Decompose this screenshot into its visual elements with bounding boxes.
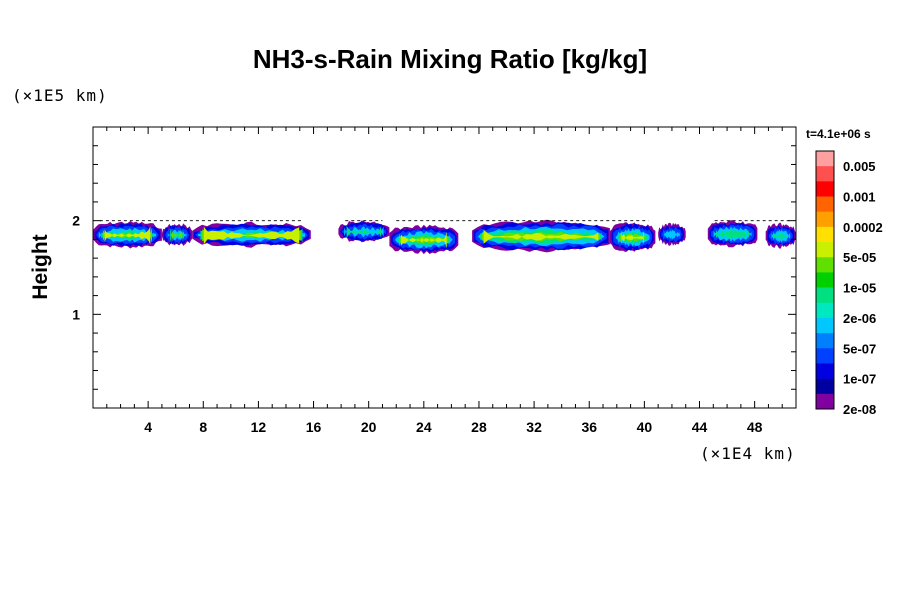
colorbar-label: 0.0002 <box>843 220 883 235</box>
plot-frame <box>92 126 797 409</box>
colorbar-swatch <box>816 302 834 319</box>
chart-title: NH3-s-Rain Mixing Ratio [kg/kg] <box>252 44 648 74</box>
colorbar-label: 0.005 <box>843 159 876 174</box>
x-tick-label: 24 <box>416 419 432 435</box>
x-tick-label: 36 <box>581 419 597 435</box>
colorbar-frame <box>815 150 835 410</box>
colorbar-swatch <box>816 166 834 182</box>
x-tick-label: 20 <box>361 419 377 435</box>
time-label: t=4.1e+06 s <box>806 127 871 141</box>
colorbar-label: 5e-05 <box>843 250 876 265</box>
mixing-ratio-field <box>93 219 796 255</box>
colorbar-label: 2e-06 <box>843 311 876 326</box>
colorbar-swatch <box>816 317 834 334</box>
x-tick-label: 16 <box>306 419 322 435</box>
colorbar-swatch <box>816 287 834 304</box>
x-tick-label: 8 <box>199 419 207 435</box>
field-contour <box>483 229 599 244</box>
field-contour <box>104 226 151 245</box>
field-contour <box>716 229 750 240</box>
field-contour <box>621 230 644 246</box>
field-contour <box>346 225 382 239</box>
colorbar-swatch <box>816 363 834 379</box>
colorbar-swatch <box>816 393 834 410</box>
colorbar: 0.005 0.001 0.0002 5e-05 1e-05 2e-06 5e-07 1e-0… <box>815 150 883 417</box>
field-contour <box>663 229 680 240</box>
field-contour <box>171 226 183 245</box>
colorbar-swatch <box>816 181 834 197</box>
x-tick-label: 40 <box>637 419 653 435</box>
colorbar-label: 1e-07 <box>843 372 876 387</box>
y-tick-label: 1 <box>72 306 80 322</box>
y-axis-unit: (×1E5 km) <box>12 86 108 105</box>
colorbar-swatch <box>816 257 834 273</box>
colorbar-label: 1e-05 <box>843 281 876 296</box>
colorbar-swatch <box>816 272 834 288</box>
x-tick-label: 44 <box>692 419 708 435</box>
field-contour <box>203 226 300 245</box>
colorbar-swatch <box>816 151 834 167</box>
x-tick-label: 4 <box>144 419 152 435</box>
x-tick-label: 32 <box>526 419 542 435</box>
colorbar-swatch <box>816 226 834 243</box>
colorbar-swatch <box>816 242 834 258</box>
colorbar-label: 2e-08 <box>843 402 876 417</box>
x-axis-unit: (×1E4 km) <box>700 444 796 463</box>
colorbar-swatch <box>816 333 834 349</box>
field-contour <box>773 231 788 241</box>
y-tick-label: 2 <box>72 213 80 229</box>
colorbar-swatch <box>816 378 834 395</box>
colorbar-label: 0.001 <box>843 190 876 205</box>
colorbar-swatch <box>816 211 834 228</box>
x-tick-label: 48 <box>747 419 763 435</box>
field-contour <box>400 231 447 249</box>
colorbar-label: 5e-07 <box>843 341 876 356</box>
x-tick-label: 12 <box>251 419 267 435</box>
x-tick-label: 28 <box>471 419 487 435</box>
colorbar-swatch <box>816 348 834 364</box>
colorbar-swatch <box>816 196 834 213</box>
